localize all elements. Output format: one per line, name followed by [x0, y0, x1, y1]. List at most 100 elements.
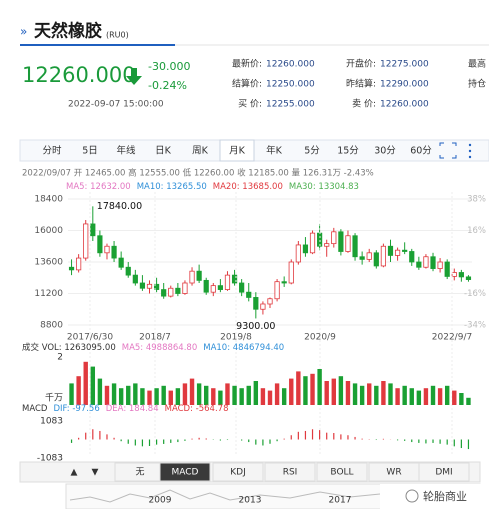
candle-body: [217, 285, 223, 290]
down-arrow: [126, 68, 142, 85]
candle-body: [90, 223, 96, 237]
volume-bar: [83, 361, 88, 405]
tab[interactable]: 60分: [410, 146, 432, 157]
indicator-tab[interactable]: ▲: [71, 468, 78, 478]
indicator-tab[interactable]: ▼: [92, 468, 99, 478]
macd-bar: [241, 439, 243, 441]
field-value: 12290.000: [380, 80, 429, 90]
volume-bar: [204, 385, 209, 405]
indicator-tab[interactable]: WR: [386, 468, 401, 478]
indicator-tab[interactable]: 无: [135, 467, 144, 478]
tab[interactable]: 年K: [266, 145, 283, 157]
macd-bar: [134, 439, 136, 446]
pct-label: -16%: [464, 289, 486, 299]
watermark-icon: [405, 489, 419, 503]
indicator-tab[interactable]: DMI: [435, 468, 452, 478]
field-label: 最新价:: [232, 58, 262, 70]
macd-bar: [404, 439, 406, 441]
volume-bar: [260, 388, 266, 405]
volume-bar: [211, 388, 216, 405]
macd-bar: [347, 435, 349, 440]
volume-bar: [225, 383, 230, 405]
candle-body: [465, 276, 472, 280]
candle-body: [246, 291, 252, 298]
macd-bar: [262, 439, 264, 446]
tab[interactable]: 5日: [82, 146, 98, 157]
candle-body: [423, 256, 429, 268]
tab[interactable]: 分时: [42, 145, 62, 157]
macd-bar: [432, 439, 434, 443]
x-tick-label: 2019/8: [220, 333, 252, 343]
indicator-tab[interactable]: BOLL: [330, 468, 353, 478]
macd-bar: [70, 439, 73, 443]
volume-bar: [133, 383, 138, 405]
macd-bar: [155, 439, 158, 445]
x-tick-label: 2022/9/7: [432, 333, 472, 343]
volume-bar: [466, 397, 471, 405]
candle-body: [295, 244, 301, 263]
macd-bar: [425, 439, 427, 444]
candle-body: [224, 274, 231, 290]
candle-body: [196, 270, 202, 281]
last-price: 12260.000: [22, 63, 136, 87]
menu-dot[interactable]: [468, 155, 472, 159]
macd-bar: [319, 430, 321, 440]
volume-bar: [97, 378, 103, 405]
candle-body: [274, 281, 280, 300]
volume-bar: [352, 383, 358, 405]
legend-item: MA10: 13265.50: [137, 182, 207, 192]
menu-dot[interactable]: [468, 149, 472, 153]
indicator-tab[interactable]: RSI: [283, 468, 298, 478]
candle-body: [231, 274, 238, 284]
volume-bar: [281, 388, 287, 405]
tab[interactable]: 15分: [337, 146, 359, 157]
candle-body: [458, 272, 464, 278]
macd-bar: [113, 437, 115, 440]
volume-bar: [338, 376, 344, 405]
volume-bar: [317, 369, 322, 405]
volume-bar: [388, 383, 393, 405]
candle-body: [210, 285, 216, 293]
field-label: 昨结算:: [346, 78, 376, 90]
legend-item: 成交 VOL: 1263095.00: [22, 342, 116, 353]
title-code: (RU0): [106, 31, 129, 40]
candle-body: [380, 245, 387, 267]
volume-bar: [423, 388, 429, 405]
volume-bar: [90, 366, 96, 405]
candle-body: [444, 261, 450, 277]
tab[interactable]: 周K: [192, 146, 209, 157]
indicator-tab-box: [264, 462, 316, 482]
indicator-tab[interactable]: MACD: [172, 468, 199, 478]
tab[interactable]: 日K: [155, 146, 172, 157]
change-pct: -0.24%: [148, 79, 187, 92]
volume-bar: [182, 383, 188, 405]
candle-body: [451, 272, 457, 277]
fullscreen-icon[interactable]: [439, 142, 457, 159]
candle-body: [394, 249, 401, 256]
indicator-tab[interactable]: KDJ: [230, 468, 246, 478]
x-tick-label: 2020/9: [304, 333, 336, 343]
indicator-tab-box: [159, 462, 211, 482]
tab[interactable]: 月K: [229, 146, 246, 157]
candle-body: [253, 297, 259, 310]
field-label: 卖 价:: [352, 99, 376, 110]
pct-label: 16%: [467, 226, 486, 236]
volume-bar: [289, 378, 294, 405]
volume-bar: [168, 390, 173, 405]
menu-dot[interactable]: [468, 143, 472, 147]
vol-unit: 千万: [45, 393, 63, 404]
tab[interactable]: 30分: [374, 146, 396, 157]
field-value: 12255.000: [266, 100, 315, 110]
volume-bar: [218, 390, 223, 405]
volume-bar: [246, 385, 251, 405]
tab[interactable]: 年线: [116, 145, 136, 157]
candle-body: [331, 231, 337, 245]
macd-bar: [467, 439, 470, 450]
macd-bar: [148, 439, 151, 446]
title: 天然橡胶: [34, 21, 102, 42]
tab[interactable]: 5分: [304, 146, 320, 157]
volume-bar: [331, 378, 336, 405]
y-tick-label: 13600: [34, 258, 63, 268]
volume-bar: [69, 383, 74, 405]
